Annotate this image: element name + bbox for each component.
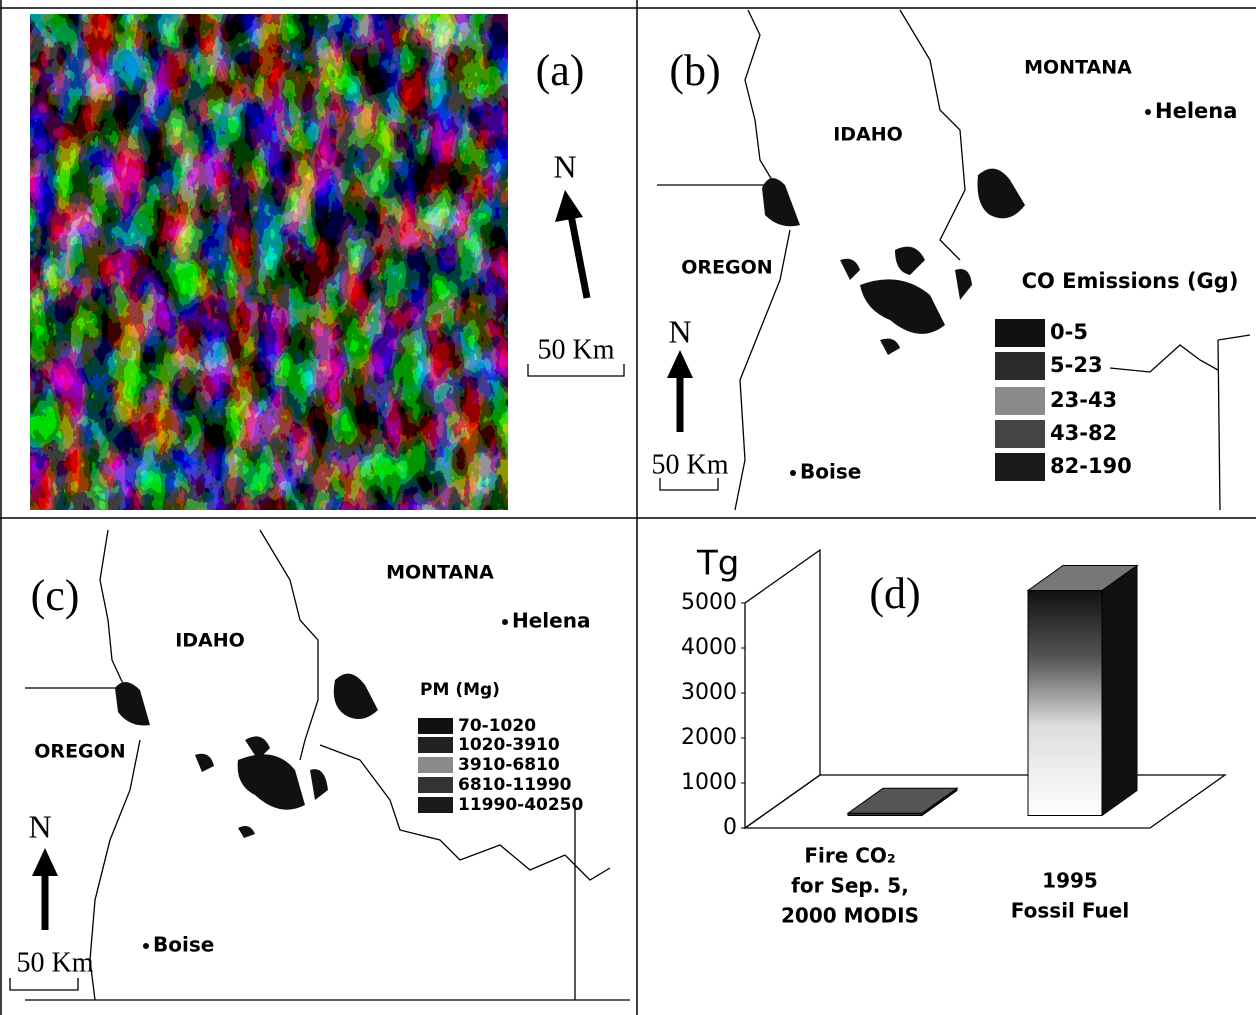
chart-walls — [745, 550, 1225, 828]
legend-swatch — [995, 387, 1045, 415]
north-arrow — [555, 190, 587, 298]
y-tick-label: 1000 — [681, 770, 737, 795]
legend-title: PM (Mg) — [420, 680, 500, 700]
legend-label: 6810-11990 — [458, 775, 572, 795]
north-label: N — [668, 313, 691, 349]
state-label: OREGON — [34, 741, 125, 763]
x-tick-label: 1995 — [1042, 869, 1098, 893]
city-label: Helena — [512, 609, 590, 633]
city-dot — [790, 470, 796, 476]
axis-title: Tg — [696, 544, 739, 584]
legend-swatch — [995, 453, 1045, 481]
legend-label: 1020-3910 — [458, 735, 560, 755]
satellite-image — [30, 14, 508, 510]
state-label: IDAHO — [833, 124, 903, 146]
legend-label: 70-1020 — [458, 716, 536, 736]
figure: (a) N 50 Km (b) MONTANA IDAHO OREGON Hel… — [0, 0, 1256, 1015]
legend-swatch — [995, 420, 1045, 448]
north-label: N — [553, 148, 576, 184]
state-label: MONTANA — [386, 562, 494, 584]
legend-label: 0-5 — [1050, 320, 1088, 344]
legend-label: 5-23 — [1050, 353, 1103, 377]
north-arrow — [667, 350, 693, 432]
north-arrow — [32, 848, 58, 930]
city-dot — [143, 943, 149, 949]
bar — [848, 788, 957, 815]
city-label: Helena — [1155, 99, 1237, 123]
city-dot — [1145, 109, 1151, 115]
y-tick-label: 5000 — [681, 590, 737, 615]
city-label: Boise — [800, 460, 861, 484]
city-dot — [502, 619, 508, 625]
city-label: Boise — [153, 933, 214, 957]
panel-label: (a) — [536, 46, 585, 95]
north-label: N — [28, 808, 51, 844]
bar-face — [1102, 566, 1137, 816]
state-label: IDAHO — [175, 630, 245, 652]
scale-label: 50 Km — [538, 334, 615, 365]
scale-label: 50 Km — [17, 947, 94, 978]
scale-bar — [528, 364, 624, 376]
y-tick-label: 0 — [723, 815, 737, 840]
legend-swatch — [418, 757, 453, 773]
legend-swatch — [418, 718, 453, 734]
panel-label: (c) — [31, 571, 80, 620]
legend-label: 11990-40250 — [458, 795, 584, 815]
legend-swatch — [418, 797, 453, 813]
legend-swatch — [995, 352, 1045, 380]
legend-label: 82-190 — [1050, 454, 1132, 478]
legend-label: 23-43 — [1050, 388, 1117, 412]
scale-bar — [10, 978, 78, 990]
y-tick-label: 3000 — [681, 680, 737, 705]
legend-swatch — [418, 737, 453, 753]
bar-face — [1028, 591, 1102, 816]
legend-label: 3910-6810 — [458, 755, 560, 775]
legend-swatch — [418, 777, 453, 793]
scale-label: 50 Km — [652, 449, 729, 480]
state-label: OREGON — [681, 257, 772, 279]
legend-swatch — [995, 319, 1045, 347]
y-tick-label: 4000 — [681, 635, 737, 660]
x-tick-label: 2000 MODIS — [781, 904, 919, 928]
state-label: MONTANA — [1024, 57, 1132, 79]
x-tick-label: Fossil Fuel — [1011, 899, 1129, 923]
panel-label: (d) — [869, 569, 920, 618]
legend-label: 43-82 — [1050, 421, 1117, 445]
legend-title: CO Emissions (Gg) — [1022, 269, 1239, 293]
panel-label: (b) — [669, 46, 720, 95]
x-tick-label: for Sep. 5, — [791, 874, 909, 898]
bar — [1028, 566, 1137, 816]
y-tick-label: 2000 — [681, 725, 737, 750]
x-tick-label: Fire CO₂ — [804, 844, 895, 868]
